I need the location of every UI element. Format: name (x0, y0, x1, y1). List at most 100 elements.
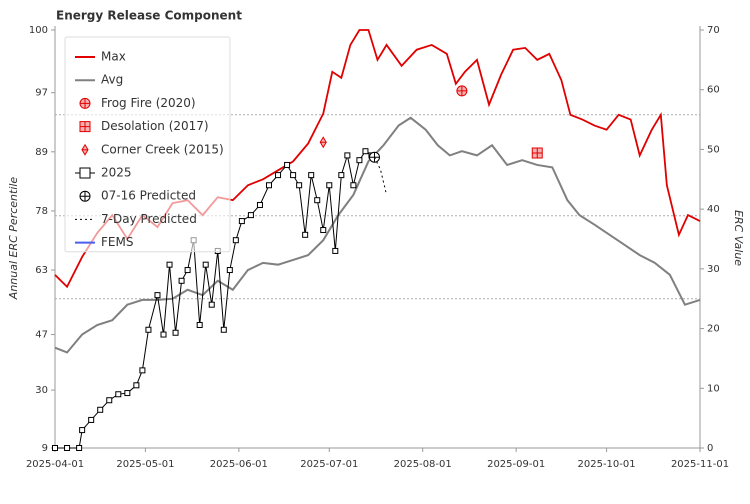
marker (106, 397, 113, 404)
marker-square (145, 326, 152, 333)
y-tick-label: 78 (35, 206, 48, 217)
marker-square (256, 201, 263, 208)
marker-square (314, 197, 321, 204)
marker (115, 391, 122, 398)
y-tick-label: 30 (35, 385, 48, 396)
marker-square (166, 261, 173, 268)
marker (196, 321, 203, 328)
legend-item: Desolation (2017) (79, 119, 209, 133)
legend-box (64, 36, 231, 253)
marker (64, 445, 71, 451)
y2-axis-label: ERC Value (732, 210, 745, 266)
marker (133, 382, 140, 389)
marker (265, 182, 272, 189)
marker-plus (80, 121, 90, 132)
marker-square (52, 445, 58, 451)
marker (290, 172, 297, 179)
marker (302, 231, 309, 238)
marker-square (154, 292, 161, 299)
y2-tick-label: 40 (707, 204, 720, 215)
marker (232, 237, 239, 244)
marker-square (115, 391, 122, 398)
marker-square (106, 397, 113, 404)
marker (81, 143, 89, 156)
marker-square (64, 445, 71, 451)
marker (332, 247, 339, 254)
marker (79, 190, 91, 202)
legend-item: Corner Creek (2015) (81, 142, 224, 156)
marker (284, 161, 291, 168)
marker (220, 326, 227, 333)
marker (166, 261, 173, 268)
marker (350, 182, 357, 189)
marker (88, 416, 95, 423)
marker (308, 172, 315, 179)
marker (97, 406, 104, 413)
marker-square (196, 321, 203, 328)
marker (247, 212, 254, 219)
marker-square (184, 267, 191, 274)
y-axis-label: Annual ERC Percentile (7, 177, 20, 301)
y-tick-label: 47 (35, 330, 48, 341)
y2-tick-label: 20 (707, 324, 720, 335)
legend-label: Max (101, 50, 126, 64)
marker (52, 445, 58, 451)
legend-item: 7-Day Predicted (75, 212, 197, 226)
marker (172, 329, 179, 336)
y-tick-label: 9 (42, 443, 48, 454)
marker-square (296, 182, 303, 189)
marker (139, 367, 146, 374)
marker (79, 97, 91, 109)
marker (531, 147, 543, 159)
marker-square (247, 212, 254, 219)
x-tick-label: 2025-10-01 (578, 459, 636, 470)
marker-square (344, 152, 351, 159)
marker-square (133, 382, 140, 389)
marker (256, 201, 263, 208)
marker-square (308, 172, 315, 179)
marker-plus (80, 98, 90, 109)
marker-square (139, 367, 146, 374)
marker (356, 157, 363, 164)
marker-square (238, 218, 245, 225)
marker-square (202, 261, 209, 268)
marker-square (350, 182, 357, 189)
legend-label: Corner Creek (2015) (101, 142, 224, 156)
marker-plus (80, 191, 90, 202)
marker (296, 182, 303, 189)
marker-plus (369, 152, 380, 163)
y2-tick-label: 50 (707, 144, 720, 155)
x-tick-label: 2025-07-01 (300, 459, 358, 470)
marker (319, 136, 327, 149)
y-tick-label: 100 (29, 25, 48, 36)
x-tick-label: 2025-04-01 (26, 459, 84, 470)
marker-square (275, 172, 282, 179)
y-tick-label: 63 (35, 265, 48, 276)
marker-square (290, 172, 297, 179)
marker (326, 182, 333, 189)
marker (208, 301, 215, 308)
x-tick-label: 2025-05-01 (116, 459, 174, 470)
y2-tick-label: 0 (707, 443, 713, 454)
marker-square (362, 148, 369, 155)
marker-square (284, 161, 291, 168)
legend-item: 07-16 Predicted (79, 189, 196, 203)
marker-square (326, 182, 333, 189)
marker-square (265, 182, 272, 189)
legend-label: FEMS (101, 235, 133, 249)
series-line (55, 150, 372, 449)
legend-item: Frog Fire (2020) (79, 96, 196, 110)
y2-tick-label: 60 (707, 85, 720, 96)
marker (226, 267, 233, 274)
legend-label: 7-Day Predicted (101, 212, 197, 226)
marker (79, 167, 91, 179)
legend-item: Avg (75, 73, 123, 87)
marker (79, 121, 91, 133)
marker-square (208, 301, 215, 308)
marker-square (79, 427, 86, 434)
x-tick-label: 2025-09-01 (487, 459, 545, 470)
marker-square (226, 267, 233, 274)
marker (456, 85, 468, 97)
marker (344, 152, 351, 159)
marker (202, 261, 209, 268)
